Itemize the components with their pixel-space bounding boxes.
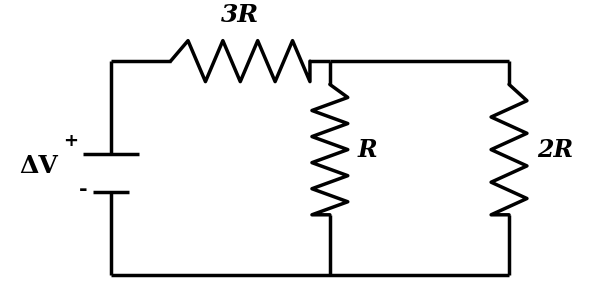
Text: 3R: 3R [221,3,259,27]
Text: +: + [63,132,78,150]
Text: -: - [79,180,88,200]
Text: 2R: 2R [537,138,573,162]
Text: ΔV: ΔV [19,154,58,178]
Text: R: R [358,138,377,162]
